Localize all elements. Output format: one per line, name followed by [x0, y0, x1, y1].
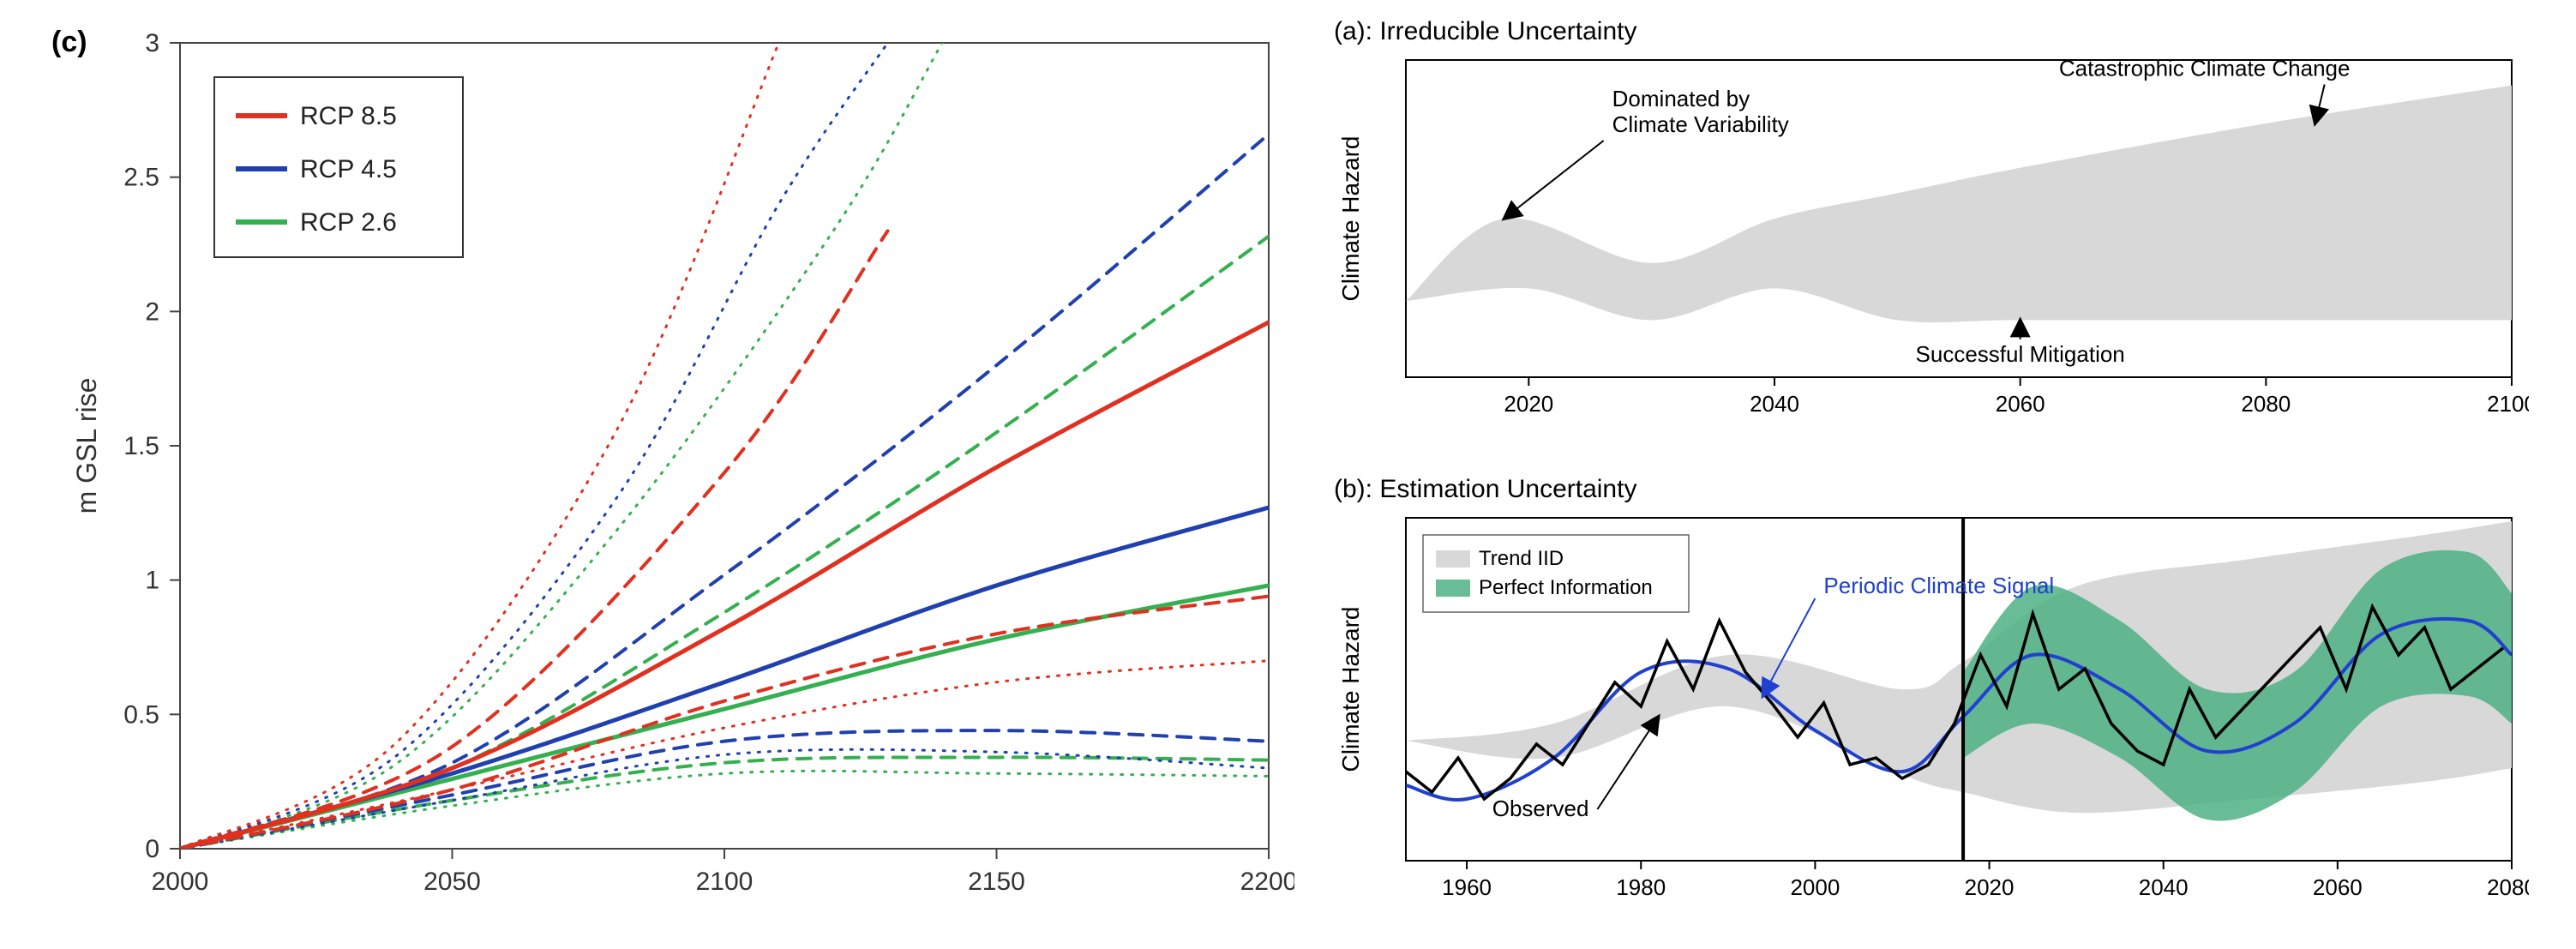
- svg-text:1: 1: [145, 567, 159, 595]
- panel-a-label: (a): Irreducible Uncertainty: [1334, 17, 2542, 46]
- svg-text:2050: 2050: [423, 868, 481, 896]
- svg-text:Perfect Information: Perfect Information: [1479, 576, 1653, 599]
- svg-text:1980: 1980: [1616, 874, 1666, 900]
- svg-text:2000: 2000: [152, 868, 209, 896]
- svg-text:2: 2: [145, 297, 159, 326]
- svg-text:RCP 8.5: RCP 8.5: [300, 102, 397, 130]
- svg-text:1.5: 1.5: [123, 432, 159, 460]
- svg-text:Catastrophic Climate Change: Catastrophic Climate Change: [2059, 56, 2351, 81]
- svg-text:Trend IID: Trend IID: [1479, 547, 1564, 570]
- svg-text:0.5: 0.5: [123, 700, 159, 729]
- panel-c-label: (c): [51, 26, 87, 59]
- svg-text:2100: 2100: [696, 868, 754, 896]
- svg-text:2020: 2020: [1504, 391, 1553, 417]
- svg-text:RCP 2.6: RCP 2.6: [300, 208, 397, 237]
- svg-text:m GSL rise: m GSL rise: [71, 378, 102, 514]
- panel-c-svg: 2000 2050 2100 2150 2200 0 0.5 1 1.5 2 2.5 3 m GSL r…: [51, 17, 1294, 926]
- panel-b-label: (b): Estimation Uncertainty: [1334, 475, 2542, 504]
- svg-text:Dominated by: Dominated by: [1612, 86, 1750, 111]
- panel-c: (c) 2000 2050 2100 2150 2200 0 0.5 1 1.5 2 2.5 3 m G…: [51, 17, 1294, 932]
- panel-a-svg: 2020 2040 2060 2080 2100 Climate Hazard Domina…: [1329, 51, 2529, 429]
- svg-text:Climate Variability: Climate Variability: [1612, 111, 1789, 137]
- svg-text:2060: 2060: [2313, 874, 2363, 900]
- svg-text:Observed: Observed: [1492, 796, 1589, 821]
- svg-text:2.5: 2.5: [123, 164, 159, 192]
- svg-text:2040: 2040: [2139, 874, 2189, 900]
- svg-text:2000: 2000: [1790, 874, 1840, 900]
- figure-wrap: (c) 2000 2050 2100 2150 2200 0 0.5 1 1.5 2 2.5 3 m G…: [0, 0, 2576, 949]
- svg-text:Climate Hazard: Climate Hazard: [1337, 606, 1364, 772]
- svg-text:2080: 2080: [2487, 874, 2529, 900]
- panel-b-svg: 1960 1980 2000 2020 2040 2060 2080 Climate Haza…: [1329, 509, 2529, 912]
- svg-text:2040: 2040: [1750, 391, 1799, 417]
- panel-a: (a): Irreducible Uncertainty 2020 2040 206…: [1329, 17, 2542, 458]
- svg-text:2020: 2020: [1965, 874, 2015, 900]
- svg-text:2060: 2060: [1996, 391, 2045, 417]
- svg-text:3: 3: [145, 29, 159, 57]
- svg-text:1960: 1960: [1442, 874, 1492, 900]
- svg-text:0: 0: [145, 835, 159, 863]
- svg-text:Periodic Climate Signal: Periodic Climate Signal: [1823, 573, 2054, 598]
- svg-text:Climate Hazard: Climate Hazard: [1337, 136, 1364, 302]
- svg-text:2200: 2200: [1240, 868, 1294, 896]
- panel-b: (b): Estimation Uncertainty 1960 1980 2000…: [1329, 475, 2542, 916]
- svg-text:RCP 4.5: RCP 4.5: [300, 155, 397, 183]
- svg-text:Successful Mitigation: Successful Mitigation: [1916, 341, 2125, 367]
- svg-text:2100: 2100: [2487, 391, 2529, 417]
- right-column: (a): Irreducible Uncertainty 2020 2040 206…: [1294, 17, 2542, 932]
- svg-text:2150: 2150: [968, 868, 1025, 896]
- svg-text:2080: 2080: [2241, 391, 2291, 417]
